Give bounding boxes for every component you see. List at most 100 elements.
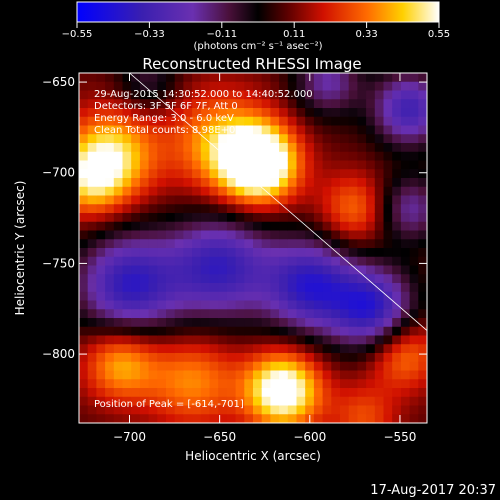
heatmap-cell (348, 178, 358, 188)
heatmap-cell (174, 370, 184, 380)
heatmap-cell (96, 90, 106, 100)
plot-frame (78, 72, 428, 424)
heatmap-cell (409, 143, 419, 153)
heatmap-cell (200, 318, 211, 328)
heatmap-cell (383, 169, 393, 179)
heatmap-cell (313, 90, 324, 100)
heatmap-cell (105, 81, 115, 92)
heatmap-cell (331, 300, 341, 310)
heatmap-cell (296, 239, 306, 249)
heatmap-cell (322, 108, 332, 118)
heatmap-cell (218, 300, 228, 310)
heatmap-cell (105, 361, 115, 372)
heatmap-cell (418, 81, 427, 92)
heatmap-cell (183, 309, 193, 319)
heatmap-cell (96, 388, 106, 398)
heatmap-cell (313, 239, 324, 249)
heatmap-cell (192, 213, 202, 223)
heatmap-cell (322, 213, 332, 223)
heatmap-cell (157, 134, 167, 144)
heatmap-cell (139, 221, 150, 232)
heatmap-cell (96, 81, 106, 92)
heatmap-cell (409, 291, 419, 302)
heatmap-cell (331, 388, 341, 398)
heatmap-cell (374, 108, 385, 118)
heatmap-cell (113, 213, 124, 223)
heatmap-cell (183, 81, 193, 92)
heatmap-cell (357, 283, 367, 293)
heatmap-cell (113, 291, 124, 302)
heatmap-cell (174, 283, 184, 293)
heatmap-cell (235, 274, 245, 284)
heatmap-cell (253, 160, 263, 170)
heatmap-cell (392, 160, 402, 170)
heatmap-cell (131, 256, 141, 267)
heatmap-cell (261, 300, 271, 310)
heatmap-cell (331, 116, 341, 127)
heatmap-cell (374, 143, 385, 153)
heatmap-cell (244, 195, 254, 205)
heatmap-cell (322, 300, 332, 310)
heatmap-cell (244, 108, 254, 118)
heatmap-cell (331, 125, 341, 135)
heatmap-cell (400, 361, 411, 372)
heatmap-cell (322, 326, 332, 337)
heatmap-cell (139, 73, 150, 83)
heatmap-cell (218, 151, 228, 162)
heatmap-cell (157, 344, 167, 354)
heatmap-cell (87, 248, 97, 258)
heatmap-cell (331, 81, 341, 92)
heatmap-cell (305, 239, 315, 249)
colorbar-tick-label: 0.55 (428, 29, 450, 40)
heatmap-cell (200, 195, 211, 205)
heatmap-cell (340, 230, 350, 240)
heatmap-cell (183, 73, 193, 83)
heatmap-cell (96, 370, 106, 380)
heatmap-cell (392, 388, 402, 398)
heatmap-cell (409, 160, 419, 170)
heatmap-cell (357, 108, 367, 118)
heatmap-cell (279, 178, 289, 188)
heatmap-cell (279, 151, 289, 162)
heatmap-cell (409, 326, 419, 337)
heatmap-cell (113, 265, 124, 275)
heatmap-cell (296, 204, 306, 214)
heatmap-cell (400, 125, 411, 135)
heatmap-cell (270, 405, 280, 415)
heatmap-cell (366, 81, 376, 92)
heatmap-cell (313, 248, 324, 258)
heatmap-cell (270, 143, 280, 153)
heatmap-cell (348, 396, 358, 407)
heatmap-cell (122, 414, 132, 423)
heatmap-cell (105, 213, 115, 223)
heatmap-cell (174, 134, 184, 144)
heatmap-cell (279, 265, 289, 275)
heatmap-cell (279, 116, 289, 127)
heatmap-cell (279, 353, 289, 363)
heatmap-cell (366, 169, 376, 179)
heatmap-cell (305, 143, 315, 153)
heatmap-cell (218, 283, 228, 293)
heatmap-cell (87, 143, 97, 153)
heatmap-cell (331, 344, 341, 354)
heatmap-cell (139, 326, 150, 337)
heatmap-cell (261, 221, 271, 232)
heatmap-cell (279, 230, 289, 240)
heatmap-cell (366, 99, 376, 109)
heatmap-cell (122, 213, 132, 223)
heatmap-cell (226, 326, 237, 337)
heatmap-cell (218, 344, 228, 354)
heatmap-cell (192, 186, 202, 197)
heatmap-cell (122, 274, 132, 284)
heatmap-cell (383, 178, 393, 188)
heatmap-cell (348, 195, 358, 205)
heatmap-cell (261, 283, 271, 293)
heatmap-cell (279, 274, 289, 284)
heatmap-cell (113, 73, 124, 83)
heatmap-cell (166, 309, 176, 319)
heatmap-cell (209, 414, 219, 423)
heatmap-cell (96, 274, 106, 284)
heatmap-cell (409, 361, 419, 372)
heatmap-cell (287, 248, 298, 258)
heatmap-cell (131, 195, 141, 205)
